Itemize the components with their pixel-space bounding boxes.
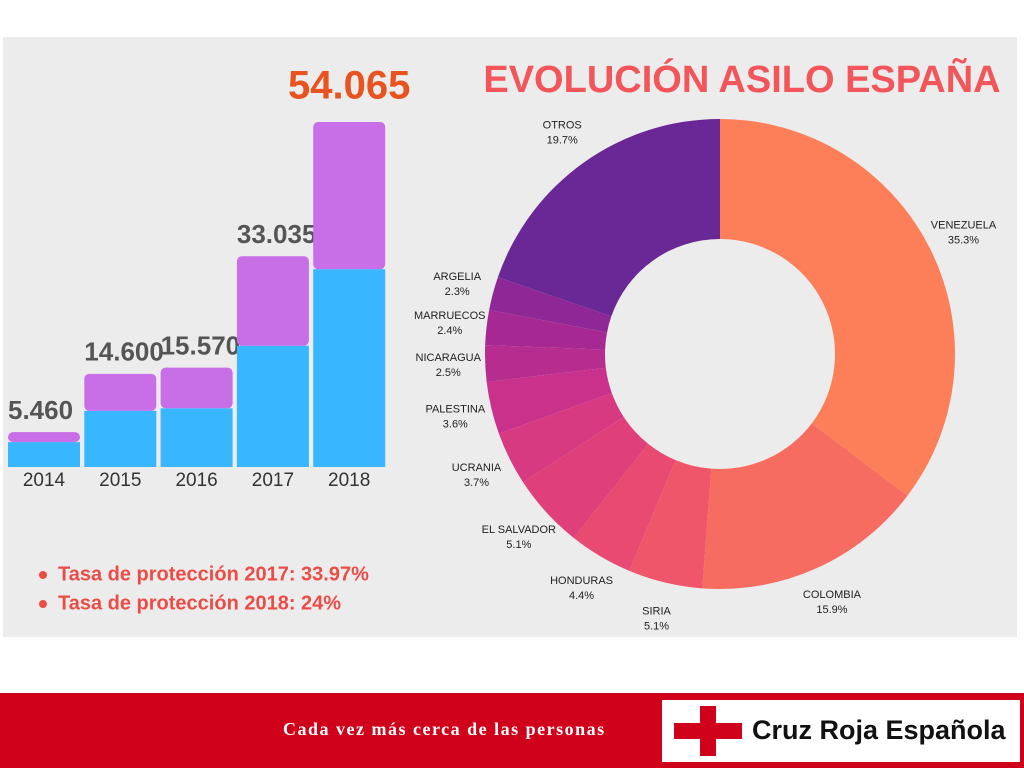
bar-segment xyxy=(236,345,309,467)
donut-slice xyxy=(702,423,908,589)
bar-segment xyxy=(313,269,386,467)
slice-value: 19.7% xyxy=(547,134,578,146)
slice-value: 5.1% xyxy=(644,620,669,632)
total-label: 14.600 xyxy=(84,337,164,367)
donut-slice xyxy=(720,119,955,496)
x-tick-label: 2014 xyxy=(23,470,66,491)
slice-value: 5.1% xyxy=(506,539,531,551)
total-label: 15.570 xyxy=(161,331,241,361)
slogan: Cada vez más cerca de las personas xyxy=(283,719,606,739)
slice-label: UCRANIA xyxy=(452,462,502,474)
slice-label: NICARAGUA xyxy=(416,352,482,364)
x-tick-label: 2018 xyxy=(328,470,370,491)
slice-value: 2.3% xyxy=(445,286,470,298)
slice-label: COLOMBIA xyxy=(803,589,862,601)
slice-value: 3.7% xyxy=(464,477,489,489)
x-tick-label: 2017 xyxy=(252,470,294,491)
bar-segment xyxy=(8,442,80,467)
slice-label: SIRIA xyxy=(642,605,671,617)
donut-slice xyxy=(484,345,606,382)
slice-label: OTROS xyxy=(543,119,582,131)
bar-segment xyxy=(313,122,386,270)
donut-slice xyxy=(573,443,676,571)
bullet: Tasa de protección 2017: 33.97% xyxy=(58,563,369,585)
bar-segment xyxy=(160,408,233,467)
slice-label: HONDURAS xyxy=(550,575,613,587)
bar-segment xyxy=(84,410,157,467)
slice-value: 15.9% xyxy=(816,604,847,616)
slice-label: PALESTINA xyxy=(425,404,485,416)
slice-value: 3.6% xyxy=(443,419,468,431)
bar-segment xyxy=(8,432,80,443)
total-label: 5.460 xyxy=(8,395,73,425)
bullet: Tasa de protección 2018: 24% xyxy=(58,592,341,614)
slice-value: 2.5% xyxy=(436,367,461,379)
donut-slice xyxy=(497,119,720,317)
total-label: 33.035 xyxy=(237,219,317,249)
donut-slice xyxy=(489,277,612,333)
slice-value: 35.3% xyxy=(948,235,979,247)
donut-slice xyxy=(498,392,624,483)
slice-label: MARRUECOS xyxy=(414,310,486,322)
x-tick-label: 2016 xyxy=(175,470,217,491)
bar-segment xyxy=(160,367,233,409)
total-label: 54.065 xyxy=(288,64,410,108)
donut-slice xyxy=(486,367,612,434)
donut-title: EVOLUCIÓN ASILO ESPAÑA xyxy=(483,57,1000,101)
donut-slice xyxy=(523,416,649,538)
bullet-dot xyxy=(39,571,47,579)
slice-value: 2.4% xyxy=(437,325,462,337)
brand: Cruz Roja Española xyxy=(752,715,1007,745)
donut-slice xyxy=(485,309,608,350)
slice-value: 4.4% xyxy=(569,590,594,602)
x-tick-label: 2015 xyxy=(99,470,141,491)
bar-segment xyxy=(84,373,157,411)
cross-v xyxy=(700,706,716,756)
donut-slice xyxy=(629,460,712,589)
bullet-dot xyxy=(39,600,47,608)
bar-segment xyxy=(236,256,309,346)
slice-label: EL SALVADOR xyxy=(482,524,556,536)
slice-label: ARGELIA xyxy=(433,271,481,283)
slice-label: VENEZUELA xyxy=(931,220,997,232)
